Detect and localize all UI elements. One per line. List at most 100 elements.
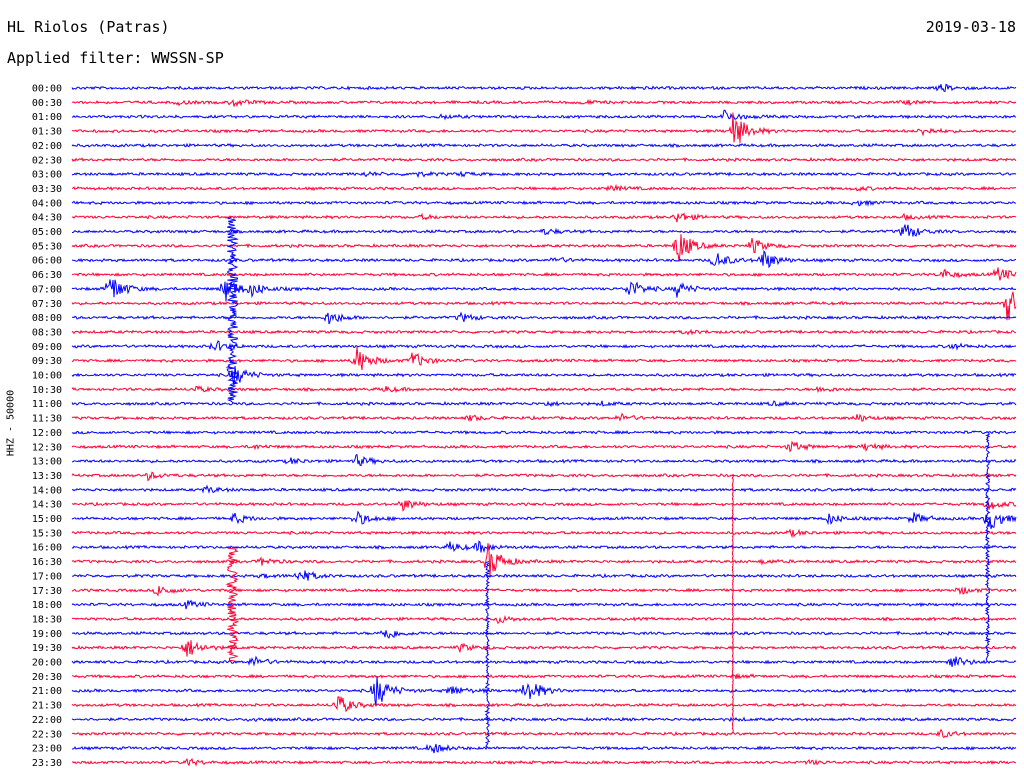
trace-line [71,267,1017,281]
filter-label: Applied filter: WWSSN-SP [7,49,224,67]
trace-line [71,400,1017,408]
trace-line [71,429,1017,436]
time-label: 14:00 [32,485,62,496]
time-label: 08:00 [32,313,62,324]
trace-line [71,484,1017,494]
trace-line [71,471,1017,482]
time-label: 20:30 [32,672,62,683]
time-label: 15:00 [32,514,62,525]
trace-line [71,346,1017,371]
time-label: 19:00 [32,629,62,640]
trace-line [71,676,1017,707]
time-label: 16:30 [32,557,62,568]
trace-line [71,570,1017,581]
trace-line [71,586,1017,597]
time-label: 23:00 [32,744,62,755]
time-label: 02:30 [32,155,62,166]
time-label: 08:30 [32,327,62,338]
trace-line [71,510,1017,530]
trace-line [71,385,1017,394]
trace-line [71,156,1017,163]
time-label: 06:30 [32,270,62,281]
time-axis-labels: 00:00 00:30 01:00 01:30 02:00 02:30 03:00 03:30… [32,84,62,769]
time-label: 05:00 [32,227,62,238]
trace-line [71,234,1017,262]
time-label: 07:00 [32,284,62,295]
trace-line [71,672,1017,680]
trace-line [71,716,1017,723]
trace-line [71,291,1017,321]
time-label: 02:00 [32,141,62,152]
trace-line [71,440,1017,453]
time-label: 10:00 [32,371,62,382]
trace-line [71,83,1017,92]
trace-line [71,614,1017,625]
event-spike [225,216,239,404]
trace-line [71,630,1017,639]
trace-line [71,328,1017,336]
time-label: 12:30 [32,442,62,453]
trace-line [71,311,1017,325]
time-label: 03:00 [32,170,62,181]
time-label: 16:00 [32,543,62,554]
time-label: 14:30 [32,500,62,511]
time-label: 11:30 [32,414,62,425]
trace-line [71,112,1017,143]
event-spike [731,475,734,734]
time-label: 00:00 [32,84,62,95]
time-label: 04:30 [32,213,62,224]
event-spike [984,431,992,662]
event-spike [225,547,240,662]
trace-line [71,170,1017,179]
trace-line [71,365,1017,386]
trace-line [71,528,1017,539]
trace-line [71,728,1017,739]
date-label: 2019-03-18 [925,18,1016,36]
time-label: 09:00 [32,342,62,353]
time-label: 21:00 [32,686,62,697]
trace-line [71,98,1017,108]
time-label: 13:00 [32,457,62,468]
event-spike [484,561,491,748]
trace-line [71,412,1017,423]
trace-line [71,142,1017,149]
trace-line [71,199,1017,207]
seismic-traces [71,83,1017,767]
trace-line [71,655,1017,668]
time-label: 04:00 [32,198,62,209]
time-label: 05:30 [32,241,62,252]
trace-line [71,696,1017,713]
trace-line [71,640,1017,657]
time-label: 21:30 [32,701,62,712]
station-title: HL Riolos (Patras) [7,18,170,36]
time-label: 20:00 [32,658,62,669]
time-label: 11:00 [32,399,62,410]
trace-line [71,743,1017,754]
time-label: 13:30 [32,471,62,482]
time-label: 18:00 [32,600,62,611]
trace-line [71,757,1016,767]
time-label: 15:30 [32,528,62,539]
time-label: 03:30 [32,184,62,195]
trace-line [71,540,1017,554]
trace-line [71,279,1017,302]
trace-line [72,453,1017,467]
time-label: 12:00 [32,428,62,439]
time-label: 17:30 [32,586,62,597]
time-label: 19:30 [32,643,62,654]
trace-line [71,250,1017,269]
trace-line [71,212,1017,223]
time-label: 10:30 [32,385,62,396]
time-label: 18:30 [32,614,62,625]
time-label: 07:30 [32,299,62,310]
time-label: 23:30 [32,758,62,769]
time-label: 09:30 [32,356,62,367]
trace-line [71,599,1017,610]
trace-line [71,340,1017,351]
trace-line [71,183,1017,192]
time-label: 17:00 [32,571,62,582]
time-label: 01:00 [32,112,62,123]
trace-line [71,499,1017,512]
time-label: 22:30 [32,729,62,740]
